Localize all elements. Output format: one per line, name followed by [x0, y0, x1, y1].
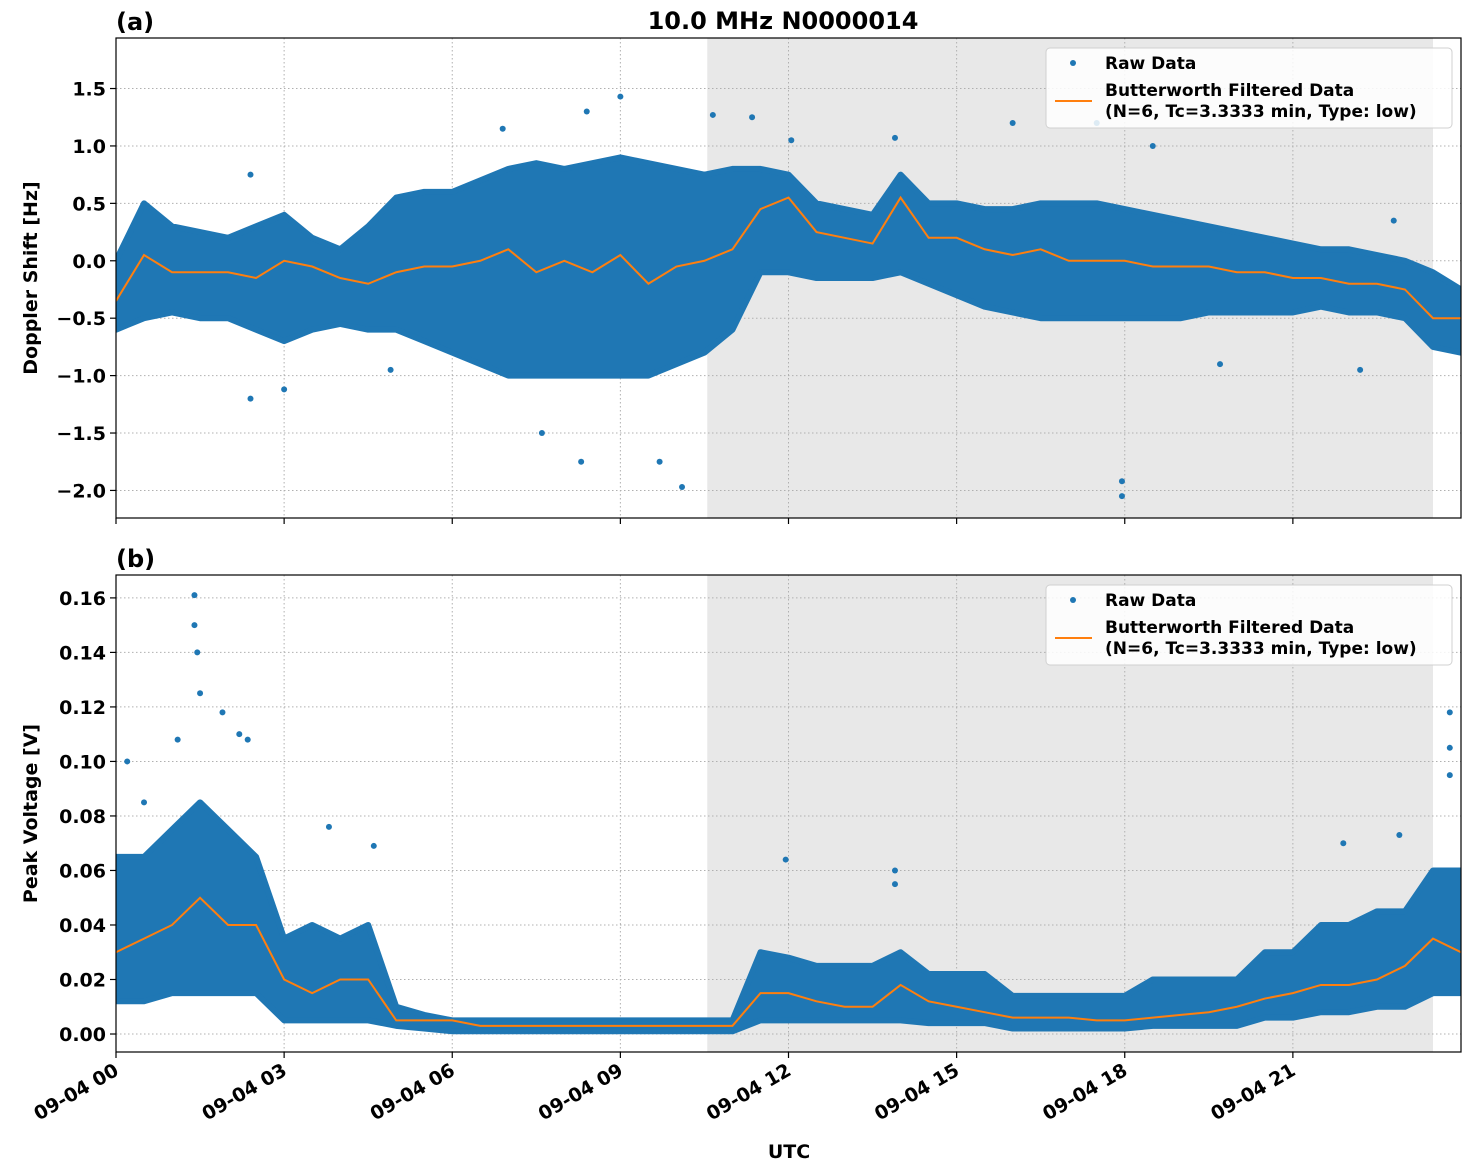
raw-data-point — [247, 171, 254, 178]
y-axis-label: Peak Voltage [V] — [20, 724, 42, 903]
x-tick-label: 09-04 06 — [366, 1059, 458, 1125]
raw-data-band — [116, 154, 1461, 379]
raw-data-point — [194, 649, 201, 656]
chart-title: 10.0 MHz N0000014 — [648, 7, 919, 35]
raw-data-point — [244, 736, 251, 743]
raw-data-point — [1446, 772, 1453, 779]
raw-data-point — [583, 108, 590, 115]
raw-data-point — [191, 622, 198, 629]
x-tick-label: 09-04 21 — [1207, 1059, 1299, 1125]
raw-data-point — [1118, 478, 1125, 485]
y-tick-label: 0.14 — [59, 642, 106, 664]
raw-data-point — [782, 856, 789, 863]
raw-data-point — [124, 758, 131, 765]
x-tick-label: 09-04 12 — [703, 1059, 795, 1125]
legend-box — [1045, 584, 1453, 666]
y-tick-label: 0.06 — [59, 860, 106, 882]
filtered-data-line — [116, 195, 1461, 320]
y-tick-label: 0.10 — [59, 751, 106, 773]
legend-raw-marker — [1070, 597, 1076, 603]
y-axis-label: Doppler Shift [Hz] — [20, 181, 42, 374]
legend-filtered-label: Butterworth Filtered Data — [1105, 81, 1354, 101]
raw-data-point — [891, 867, 898, 874]
y-tick-label: 0.5 — [72, 193, 106, 215]
axes-frame — [115, 37, 1462, 519]
legend-filtered-label: Butterworth Filtered Data — [1105, 618, 1354, 638]
raw-data-point — [325, 823, 332, 830]
data-layer — [116, 93, 1461, 500]
data-layer — [116, 592, 1461, 1035]
raw-data-point — [788, 137, 795, 144]
raw-data-point — [1149, 142, 1156, 149]
raw-data-point — [370, 842, 377, 849]
raw-data-point — [247, 395, 254, 402]
panel-b: 09-04 00 09-04 03 09-04 06 09-04 09 09-04 12… — [20, 545, 1462, 1125]
y-tick-label: 0.00 — [59, 1024, 106, 1046]
y-tick-label: −0.5 — [56, 308, 106, 330]
raw-data-point — [1390, 217, 1397, 224]
y-tick-label: −1.5 — [56, 423, 106, 445]
y-tick-label: 0.08 — [59, 806, 106, 828]
y-tick-label: −1.0 — [56, 366, 106, 388]
raw-data-point — [617, 93, 624, 100]
raw-data-point — [1357, 366, 1364, 373]
raw-data-point — [281, 386, 288, 393]
x-axis-label: UTC — [768, 1141, 810, 1163]
panel-label: (b) — [116, 545, 155, 573]
raw-data-point — [174, 736, 181, 743]
raw-data-point — [1446, 709, 1453, 716]
raw-data-point — [1009, 119, 1016, 126]
raw-data-point — [387, 366, 394, 373]
axes-frame — [115, 574, 1462, 1053]
raw-data-point — [197, 690, 204, 697]
y-tick-label: −2.0 — [56, 480, 106, 502]
legend-raw-label: Raw Data — [1105, 591, 1196, 611]
y-tick-label: 0.02 — [59, 969, 106, 991]
legend-filtered-params: (N=6, Tc=3.3333 min, Type: low) — [1105, 639, 1417, 659]
legend: Raw Data Butterworth Filtered Data(N=6, T… — [1045, 47, 1453, 129]
raw-data-point — [891, 134, 898, 141]
raw-data-point — [1217, 361, 1224, 368]
raw-data-point — [1340, 840, 1347, 847]
raw-data-point — [1446, 744, 1453, 751]
x-tick-label: 09-04 09 — [535, 1059, 627, 1125]
raw-data-point — [219, 709, 226, 716]
legend-box — [1045, 47, 1453, 129]
raw-data-point — [236, 731, 243, 738]
y-tick-label: 1.0 — [72, 136, 106, 158]
x-tick-label: 09-04 18 — [1039, 1059, 1131, 1125]
y-tick-label: 0.12 — [59, 697, 106, 719]
raw-data-point — [499, 125, 506, 132]
raw-data-point — [1118, 493, 1125, 500]
raw-data-point — [141, 799, 148, 806]
x-tick-label: 09-04 00 — [30, 1059, 122, 1125]
raw-data-point — [1396, 832, 1403, 839]
panel-label: (a) — [116, 8, 154, 36]
y-tick-label: 0.04 — [59, 915, 106, 937]
raw-data-point — [538, 430, 545, 437]
legend-raw-marker — [1070, 60, 1076, 66]
y-tick-label: 0.0 — [72, 251, 106, 273]
x-tick-label: 09-04 03 — [198, 1059, 290, 1125]
raw-data-point — [709, 111, 716, 118]
raw-data-band — [116, 799, 1461, 1035]
raw-data-point — [191, 592, 198, 599]
y-tick-label: 0.16 — [59, 588, 106, 610]
legend-raw-label: Raw Data — [1105, 54, 1196, 74]
raw-data-point — [578, 458, 585, 465]
legend: Raw Data Butterworth Filtered Data(N=6, T… — [1045, 584, 1453, 666]
legend-filtered-params: (N=6, Tc=3.3333 min, Type: low) — [1105, 102, 1417, 122]
raw-data-point — [891, 881, 898, 888]
panel-a: −2.0 −1.5 −1.0 −0.5 0.0 0.5 1.0 1.5 (a) Doppler S… — [20, 8, 1462, 524]
y-tick-label: 1.5 — [72, 79, 106, 101]
raw-data-point — [749, 114, 756, 121]
x-tick-label: 09-04 15 — [871, 1059, 963, 1125]
filtered-data-line — [116, 896, 1461, 1027]
raw-data-point — [656, 458, 663, 465]
raw-data-point — [679, 483, 686, 490]
